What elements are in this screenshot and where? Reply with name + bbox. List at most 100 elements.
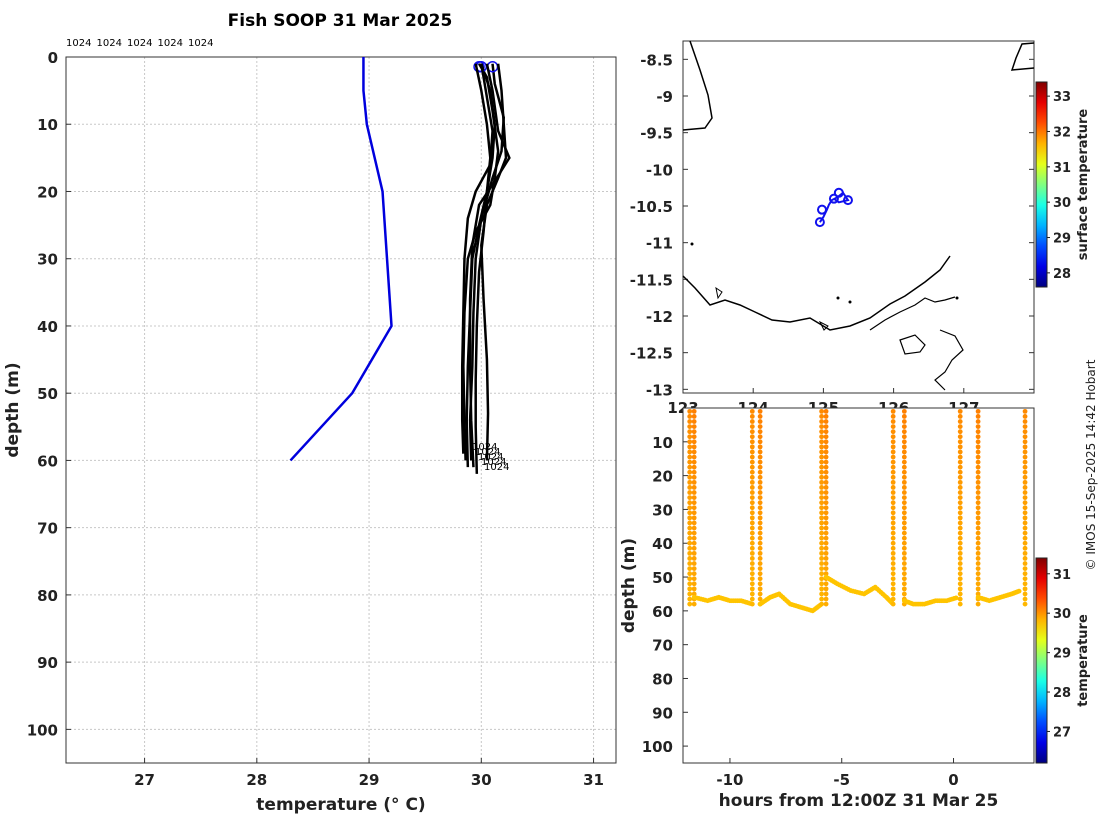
y-tick-label: 100 — [27, 721, 58, 739]
lat-tick-label: -11.5 — [630, 271, 673, 289]
data-point — [819, 469, 825, 475]
data-point — [823, 601, 829, 607]
data-point — [901, 591, 907, 597]
data-point — [975, 419, 981, 424]
data-point — [975, 449, 981, 455]
station-marker — [842, 195, 853, 206]
data-point — [890, 561, 896, 566]
data-point — [1022, 566, 1028, 571]
data-point — [819, 485, 825, 490]
coastline-islet — [715, 286, 723, 300]
data-point — [890, 550, 896, 556]
data-point — [691, 469, 697, 475]
colorbar-tick-label: 31 — [1053, 568, 1071, 583]
coastline-dot — [690, 242, 694, 246]
data-point — [819, 424, 825, 429]
data-point — [749, 454, 755, 460]
map-frame — [682, 40, 1035, 394]
data-point — [819, 520, 825, 526]
data-point — [901, 535, 907, 541]
data-point — [957, 520, 963, 526]
data-point — [957, 591, 963, 597]
data-point — [749, 601, 755, 607]
data-point — [1022, 500, 1028, 506]
coastline-timor-west — [682, 40, 713, 131]
y-tick-label: 0 — [48, 49, 58, 67]
data-point — [687, 469, 693, 475]
track-map-panel: -8.5-9-9.5-10-10.5-11-11.5-12-12.5-13123… — [630, 40, 1091, 417]
data-point — [1022, 485, 1028, 490]
data-point — [957, 464, 963, 470]
data-point — [819, 525, 825, 531]
data-point — [687, 586, 693, 592]
data-point — [890, 419, 896, 424]
data-point — [975, 540, 981, 546]
data-point — [975, 571, 981, 577]
data-point — [1022, 490, 1028, 495]
x-tick-label: 0 — [948, 771, 958, 789]
data-point — [687, 464, 693, 470]
data-point — [890, 591, 896, 597]
data-point — [1022, 449, 1028, 455]
data-point — [691, 505, 697, 511]
x-tick-label: -5 — [833, 771, 850, 789]
data-point — [691, 520, 697, 526]
data-point — [691, 525, 697, 531]
coastline-dot — [848, 300, 852, 304]
lat-tick-label: -12 — [646, 308, 673, 326]
data-point — [757, 490, 763, 495]
data-point — [687, 485, 693, 490]
data-point — [757, 439, 763, 445]
data-point — [687, 434, 693, 440]
data-point — [749, 505, 755, 511]
data-point — [975, 586, 981, 592]
data-point — [757, 515, 763, 521]
data-point — [749, 474, 755, 480]
data-point — [757, 424, 763, 429]
x-tick-label: 31 — [583, 771, 604, 789]
data-point — [819, 581, 825, 587]
data-point — [901, 495, 907, 500]
data-point — [823, 510, 829, 516]
data-point — [957, 474, 963, 480]
data-point — [687, 495, 693, 500]
data-point — [757, 581, 763, 587]
data-point — [757, 520, 763, 526]
data-point — [819, 556, 825, 561]
data-point — [890, 510, 896, 516]
data-point — [1022, 596, 1028, 602]
data-point — [819, 591, 825, 597]
data-point — [819, 414, 825, 419]
data-point — [687, 556, 693, 561]
data-point — [1022, 525, 1028, 531]
data-point — [823, 424, 829, 429]
data-point — [890, 434, 896, 440]
data-point — [757, 414, 763, 419]
data-point — [823, 500, 829, 506]
lat-tick-label: -10.5 — [630, 198, 673, 216]
data-point — [749, 449, 755, 455]
data-point — [901, 586, 907, 592]
data-point — [823, 535, 829, 541]
data-point — [1022, 515, 1028, 521]
data-point — [975, 601, 981, 607]
data-point — [691, 464, 697, 470]
data-point — [749, 408, 755, 414]
station-marker — [816, 204, 827, 215]
data-point — [957, 424, 963, 429]
data-point — [975, 479, 981, 485]
colorbar-tick-label: 30 — [1053, 196, 1071, 211]
data-point — [691, 434, 697, 440]
data-point — [1022, 545, 1028, 551]
data-point — [691, 515, 697, 521]
data-point — [890, 429, 896, 435]
data-point — [901, 500, 907, 506]
data-point — [691, 591, 697, 597]
data-point — [823, 474, 829, 480]
data-point — [890, 556, 896, 561]
lat-tick-label: -13 — [646, 381, 673, 399]
cb-surface-bar — [1035, 81, 1048, 288]
data-point — [890, 408, 896, 414]
data-point — [749, 545, 755, 551]
y-tick-label: 70 — [652, 637, 673, 655]
